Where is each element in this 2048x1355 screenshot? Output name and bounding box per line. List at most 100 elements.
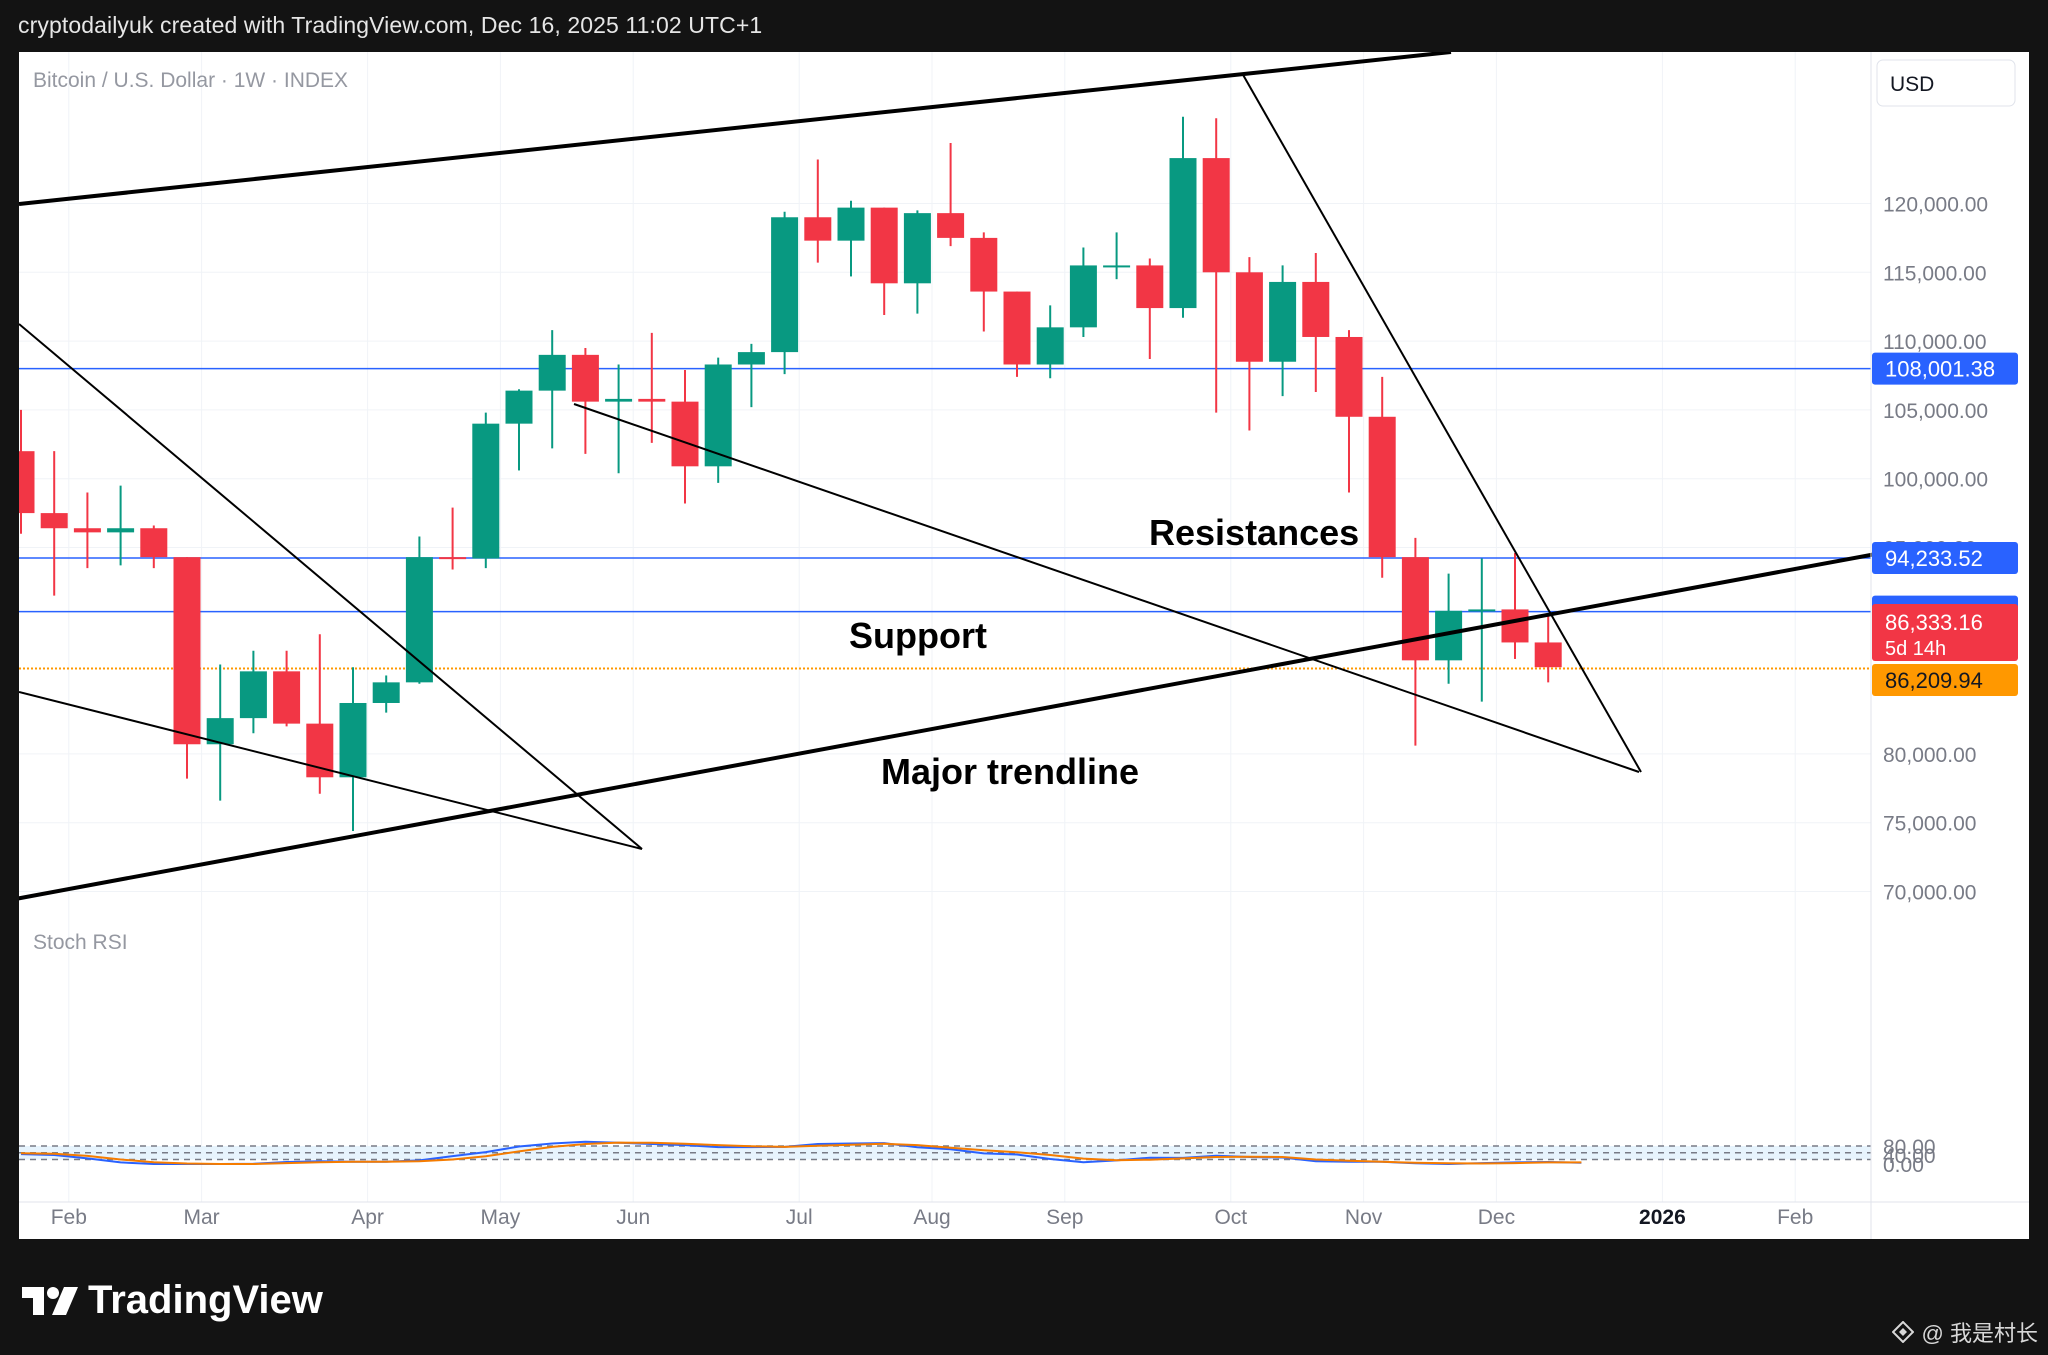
candle-body	[1003, 291, 1031, 365]
currency-label: USD	[1890, 73, 1934, 96]
candle-body	[1501, 609, 1529, 643]
candle-body	[937, 213, 965, 238]
candle-body	[1269, 281, 1297, 362]
price-line-tag	[1872, 542, 2018, 575]
watermark-text: @ 我是村长	[1921, 1321, 2038, 1346]
price-line-tag-label: 94,233.52	[1885, 546, 1983, 571]
time-axis-label: Mar	[184, 1206, 220, 1229]
candle-body	[1534, 642, 1562, 668]
candle-body	[273, 671, 301, 724]
candle-body	[970, 237, 998, 292]
time-axis-label: Feb	[1777, 1206, 1813, 1229]
candle-body	[571, 354, 599, 402]
falling-wedge-lower-line	[19, 691, 643, 850]
candle-body	[870, 207, 898, 284]
time-axis-label: May	[481, 1206, 521, 1229]
time-axis-label: Jun	[616, 1206, 650, 1229]
price-axis-tick: 105,000.00	[1883, 400, 1988, 423]
price-line-tag	[1872, 352, 2018, 385]
time-axis-label: Dec	[1478, 1206, 1515, 1229]
symbol-title: Bitcoin / U.S. Dollar · 1W · INDEX	[33, 69, 348, 92]
price-axis-tick: 100,000.00	[1883, 469, 1988, 492]
candle-body	[173, 557, 201, 745]
last-price-tag	[1872, 604, 2018, 661]
price-axis-tick: 70,000.00	[1883, 882, 1976, 905]
candle-body	[638, 398, 666, 402]
time-axis-label: Apr	[351, 1206, 384, 1229]
candle-body	[19, 451, 35, 514]
steep-descending-trendline	[1241, 72, 1642, 773]
candle-body	[1401, 557, 1429, 661]
support-price-tag	[1872, 664, 2018, 696]
candle-body	[439, 557, 467, 560]
watermark: @ 我是村长	[1891, 1316, 2038, 1348]
price-axis-tick: 115,000.00	[1883, 262, 1987, 285]
stoch-rsi-axis-tick: 0.00	[1883, 1154, 1924, 1177]
currency-selector	[1876, 59, 2016, 107]
candle-body	[372, 682, 400, 703]
time-axis-label: Feb	[51, 1206, 87, 1229]
price-axis-tick: 80,000.00	[1883, 744, 1976, 767]
stoch-rsi-axis-tick: 40.00	[1883, 1145, 1936, 1168]
major-trendline	[19, 544, 1920, 901]
price-axis-tick: 75,000.00	[1883, 813, 1976, 836]
price-axis-tick: 110,000.00	[1883, 331, 1987, 354]
candle-body	[40, 513, 68, 529]
tradingview-logo-icon	[22, 1286, 78, 1315]
candle-body	[837, 207, 865, 241]
chart-credit: cryptodailyuk created with TradingView.c…	[18, 12, 763, 38]
candle-body	[107, 528, 135, 533]
chart-canvas[interactable]: Resistances Support Major trendline Bitcoin…	[19, 52, 2029, 1239]
stoch-rsi-d-line	[20, 1141, 1582, 1165]
candle-body	[1335, 336, 1363, 417]
candle-body	[903, 213, 931, 284]
candle-body	[1368, 416, 1396, 558]
price-line-tag-label: 108,001.38	[1885, 357, 1995, 382]
candle-body	[737, 352, 765, 365]
chart-frame[interactable]: Resistances Support Major trendline Bitcoin…	[19, 52, 2029, 1239]
price-axis-tick: 120,000.00	[1883, 194, 1988, 217]
candle-body	[1103, 265, 1131, 268]
candle-body	[1036, 327, 1064, 365]
annotation-label: Resistances	[1149, 512, 1359, 553]
candle-body	[1235, 272, 1263, 362]
candle-body	[140, 528, 168, 558]
candle-body	[1302, 281, 1330, 337]
candle-body	[1169, 158, 1197, 309]
time-axis-label: Aug	[913, 1206, 950, 1229]
time-axis-label: 2026	[1639, 1206, 1686, 1229]
candle-body	[538, 354, 566, 391]
candle-body	[605, 398, 633, 402]
candle-body	[339, 702, 367, 778]
stoch-rsi-axis-tick: 80.00	[1883, 1136, 1936, 1159]
candle-body	[671, 401, 699, 467]
candle-body	[73, 528, 101, 533]
descending-support-line	[573, 403, 1640, 773]
time-axis-label: Nov	[1345, 1206, 1383, 1229]
candle-body	[405, 557, 433, 683]
candle-body	[704, 364, 732, 467]
candle-body	[804, 217, 832, 241]
candle-body	[771, 217, 799, 353]
tradingview-brand-name: TradingView	[88, 1278, 323, 1322]
upper-channel-trendline	[19, 52, 1452, 206]
candle-body	[239, 671, 267, 719]
candle-body	[505, 390, 533, 424]
stoch-rsi-title: Stoch RSI	[33, 931, 128, 954]
time-axis-label: Jul	[786, 1206, 813, 1229]
candle-body	[472, 423, 500, 559]
time-axis-label: Oct	[1214, 1206, 1247, 1229]
last-price-label: 86,333.16	[1885, 610, 1983, 635]
diamond-logo-icon	[1891, 1321, 1914, 1343]
support-price-label: 86,209.94	[1885, 668, 1983, 693]
falling-wedge-upper-line	[19, 323, 643, 850]
bar-countdown-label: 5d 14h	[1885, 638, 1946, 660]
tradingview-logo: TradingView	[22, 1278, 323, 1323]
candle-body	[1202, 158, 1230, 273]
candle-body	[1468, 609, 1496, 612]
annotation-label: Support	[849, 615, 987, 656]
candle-body	[1069, 265, 1097, 328]
time-axis-label: Sep	[1046, 1206, 1083, 1229]
annotation-label: Major trendline	[881, 751, 1139, 792]
candle-body	[1136, 265, 1164, 309]
